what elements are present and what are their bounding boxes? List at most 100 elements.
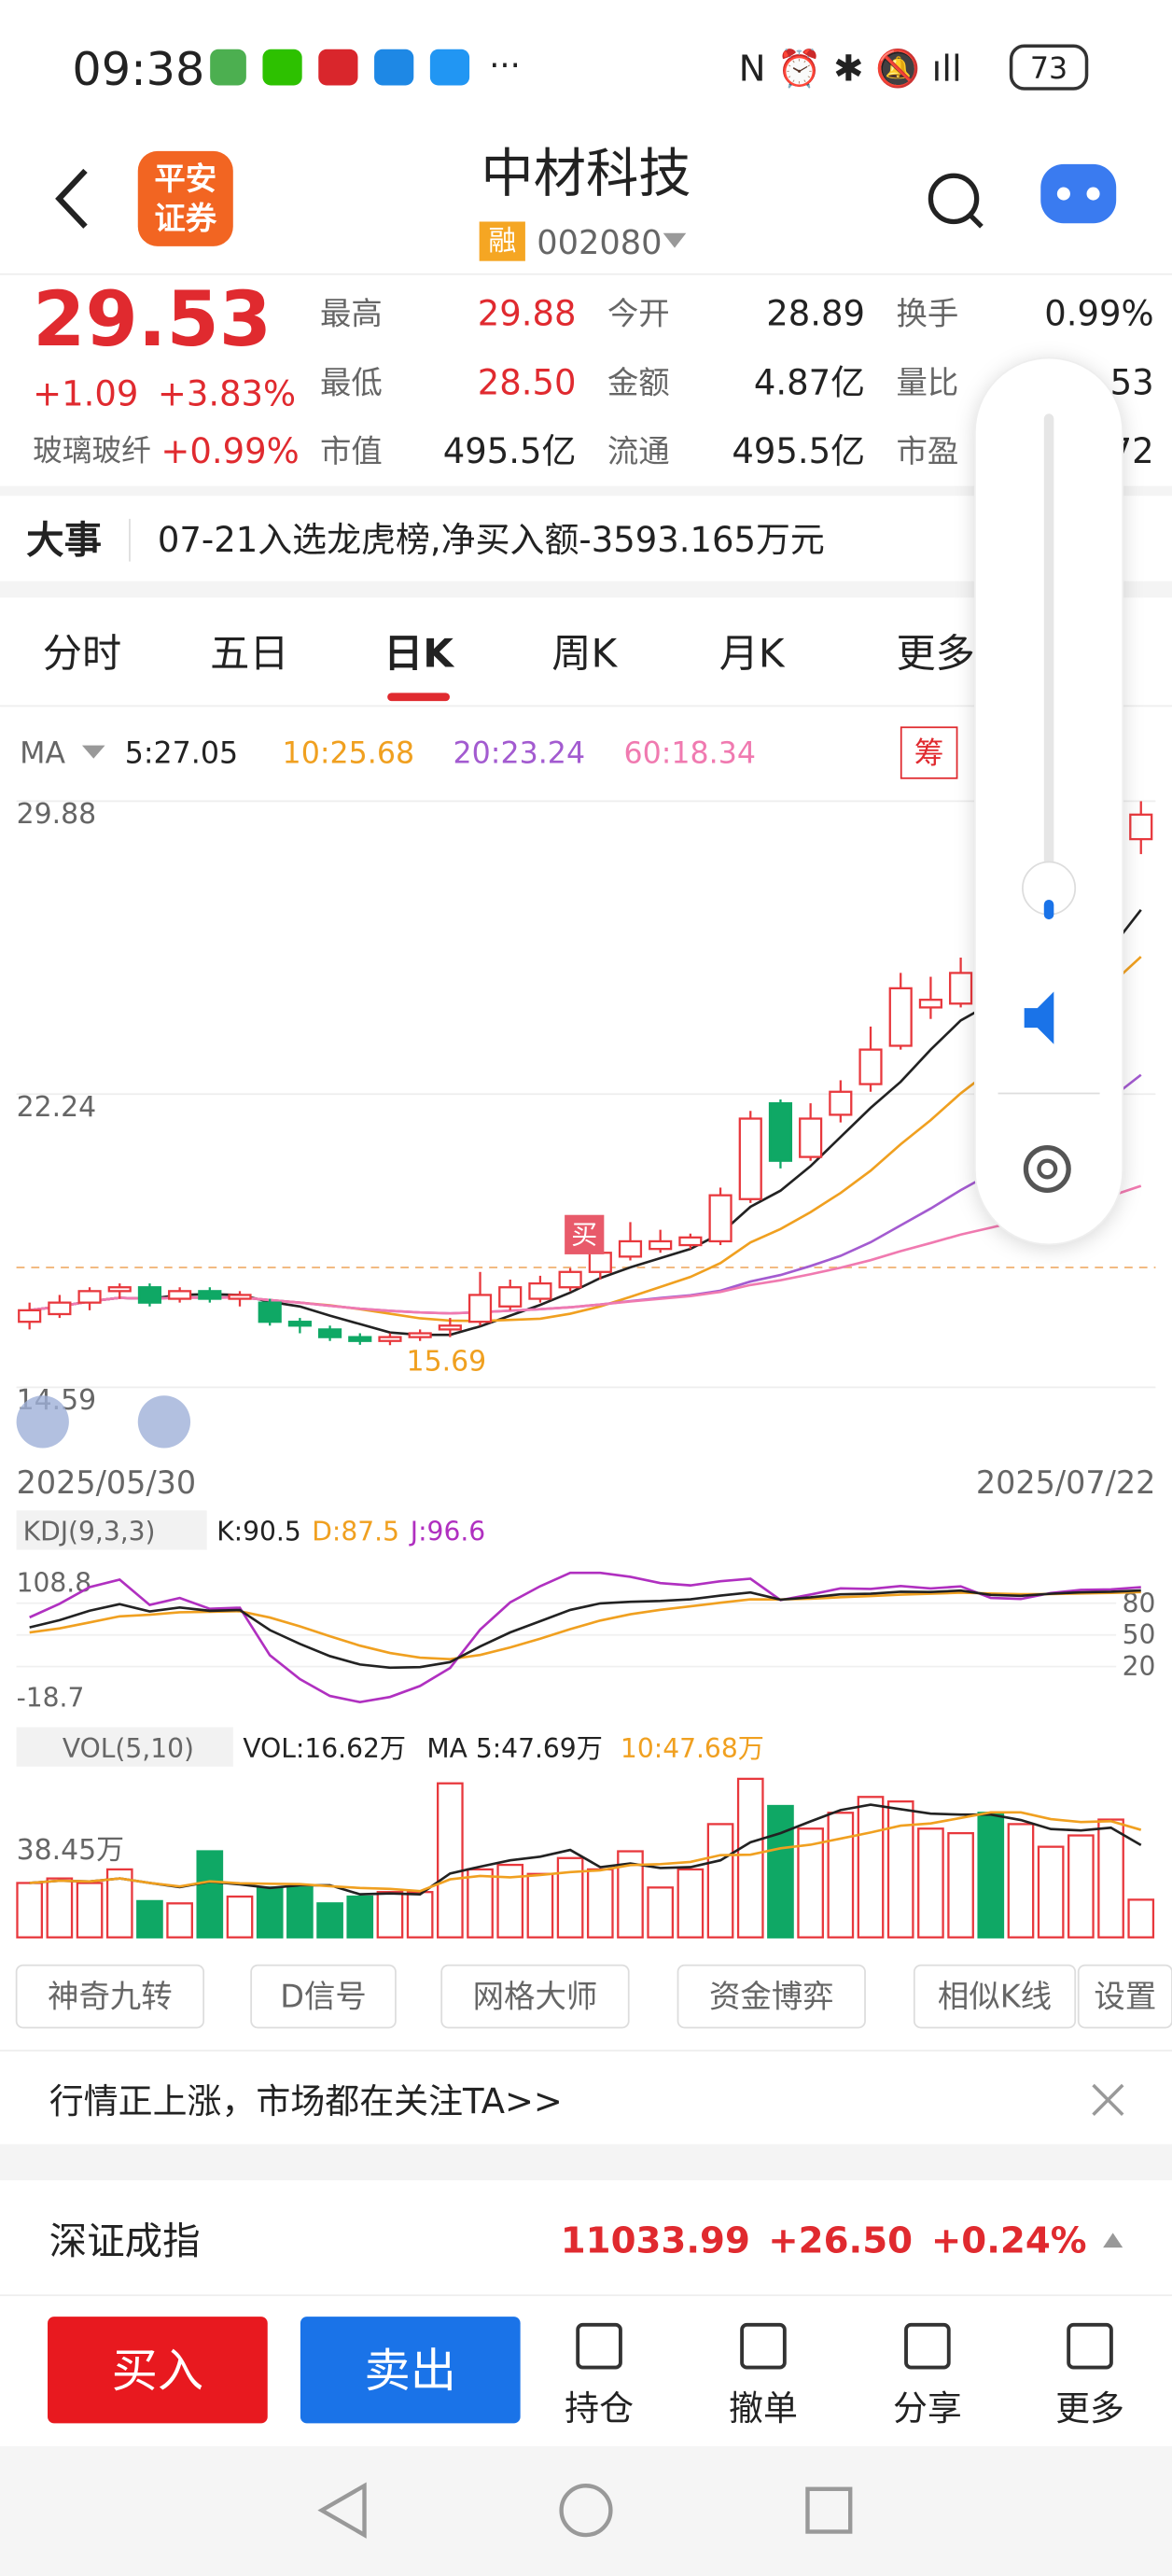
news-text[interactable]: 07-21入选龙虎榜,净买入额-3593.165万元 (158, 520, 825, 560)
price: 29.53 (33, 276, 272, 364)
low-label: 15.69 (407, 1345, 487, 1378)
promo[interactable]: 行情正上涨，市场都在关注TA>> (49, 2081, 563, 2121)
settings[interactable] (1023, 1144, 1071, 1193)
vol-bar (1037, 1845, 1065, 1939)
candle-body (558, 1270, 582, 1289)
tool-button[interactable] (15, 1964, 205, 2029)
chip-button[interactable] (900, 726, 958, 779)
badge (479, 221, 525, 261)
candle-body (588, 1252, 612, 1273)
battery (1009, 44, 1089, 91)
candle-body (137, 1286, 162, 1304)
nav-icon[interactable] (904, 2322, 951, 2370)
search[interactable] (928, 173, 984, 229)
buy-button[interactable] (48, 2317, 268, 2424)
vol-bar (556, 1856, 584, 1939)
kdj-level-label: 20 (1123, 1651, 1156, 1682)
field-value: 53 (1110, 362, 1154, 402)
y-tick-label: 22.24 (17, 1091, 97, 1124)
vol-ma-line (29, 1811, 1142, 1893)
vol-bar (797, 1827, 824, 1939)
tool-button-text: 神奇九转 (48, 1979, 173, 2015)
tool-button-text: 资金博弈 (709, 1979, 834, 2015)
tab[interactable]: 日K (384, 631, 454, 677)
ma-item: 10:25.68 (283, 736, 415, 770)
tab[interactable]: 分时 (43, 631, 121, 677)
tool-button[interactable] (677, 1964, 866, 2029)
vol-bar (526, 1872, 554, 1939)
nav-back[interactable] (317, 2482, 367, 2539)
nav-left[interactable] (16, 1395, 69, 1449)
nav-reset[interactable] (137, 1395, 191, 1449)
back[interactable] (55, 168, 88, 229)
tab[interactable]: 更多 (896, 631, 974, 677)
candle-body (528, 1281, 552, 1300)
nav-label: 分享 (893, 2388, 962, 2429)
nav-recent[interactable] (805, 2486, 853, 2534)
field-value: 28.50 (478, 362, 577, 402)
tool-button[interactable] (913, 1964, 1077, 2029)
tab[interactable]: 五日 (210, 631, 288, 677)
candle-body (168, 1290, 192, 1300)
field-label: 最低 (320, 364, 383, 400)
vol-value: VOL:16.62万 (243, 1733, 406, 1764)
nav-home[interactable] (559, 2484, 613, 2538)
vol-bar (346, 1895, 374, 1939)
kdj-k: K:90.5 (216, 1517, 301, 1547)
buy-text: 买入 (112, 2344, 204, 2398)
nav-icon[interactable] (740, 2322, 787, 2370)
candle-body (678, 1236, 703, 1247)
quote-fields: 最高 29.88 今开 28.89 换手 0.99% 最低 28.50 金额 4.87亿 量比 53 市… (320, 293, 1154, 471)
vol-bar (647, 1886, 675, 1939)
field-label: 市盈 (896, 433, 958, 469)
vol-bar (196, 1850, 224, 1939)
field-value: 4.87亿 (754, 362, 865, 402)
tab-indicator (387, 693, 450, 702)
tool-button[interactable] (250, 1964, 397, 2029)
candle-body (799, 1117, 823, 1158)
kdj-line (29, 1590, 1141, 1661)
dropdown[interactable] (663, 232, 687, 248)
field-value: 28.89 (766, 293, 865, 333)
speaker[interactable] (1024, 991, 1054, 1044)
nav-icon[interactable] (576, 2322, 622, 2370)
ma-item: 20:23.24 (453, 736, 586, 770)
bottom-nav: 持仓 撤单 分享 更多 (565, 2322, 1124, 2429)
vol-bar (16, 1882, 44, 1939)
vol-bar (1067, 1834, 1095, 1939)
tab[interactable]: 周K (551, 631, 618, 677)
expand[interactable] (1103, 2233, 1123, 2248)
candle-body (198, 1290, 222, 1300)
vol-bar (76, 1882, 104, 1939)
candle-body (348, 1336, 372, 1342)
sell-text: 卖出 (365, 2344, 456, 2398)
tab[interactable]: 月K (719, 631, 786, 677)
vol-bar (947, 1831, 974, 1939)
sell-button[interactable] (300, 2317, 521, 2424)
nav-icon[interactable] (1067, 2322, 1113, 2370)
close[interactable] (1092, 2083, 1124, 2116)
chip-text: 筹 (914, 736, 944, 770)
kdj-line (29, 1571, 1141, 1704)
vol-bar (917, 1827, 944, 1939)
vol-bar (226, 1895, 254, 1939)
dropdown[interactable] (81, 745, 105, 759)
index-pct: +0.24% (931, 2220, 1087, 2262)
tool-button-text: D信号 (280, 1979, 367, 2015)
assistant[interactable] (1040, 163, 1117, 224)
candle-body (438, 1324, 462, 1331)
index-name: 深证成指 (49, 2219, 201, 2263)
tool-button-text: 网格大师 (473, 1979, 598, 2015)
tool-button[interactable] (440, 1964, 630, 2029)
nav-label: 持仓 (565, 2388, 634, 2429)
vol-title: VOL(5,10) (63, 1733, 194, 1764)
vol-ma-line (29, 1803, 1142, 1896)
candle-body (708, 1194, 732, 1243)
vol-bar (857, 1796, 885, 1939)
candle-body (1129, 813, 1153, 841)
candle-body (18, 1309, 42, 1323)
vol-bar (437, 1782, 464, 1939)
svg-text:···: ··· (489, 47, 521, 85)
